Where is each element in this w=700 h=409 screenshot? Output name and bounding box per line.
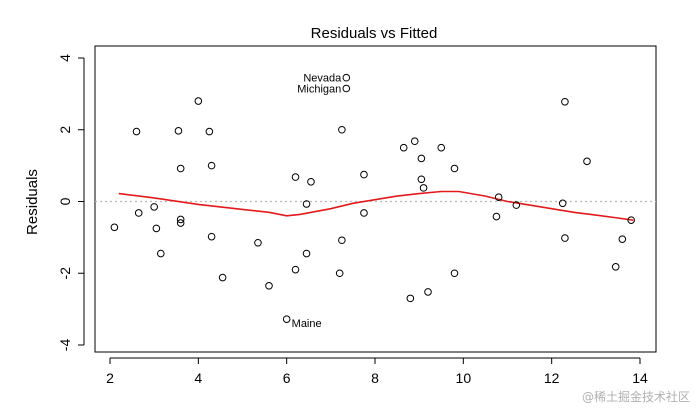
x-tick-label: 10 bbox=[456, 370, 472, 386]
smooth-line bbox=[118, 190, 634, 221]
data-point bbox=[291, 265, 300, 274]
data-point bbox=[450, 269, 459, 278]
data-point bbox=[424, 288, 432, 296]
data-point bbox=[174, 127, 183, 135]
points-group bbox=[110, 73, 635, 323]
data-point bbox=[335, 269, 344, 278]
data-point bbox=[512, 201, 521, 209]
data-point bbox=[417, 175, 426, 184]
data-point bbox=[176, 219, 185, 227]
data-point bbox=[450, 164, 459, 173]
data-point bbox=[338, 236, 346, 245]
smooth-line-group bbox=[118, 190, 634, 221]
y-tick-label: 4 bbox=[57, 54, 73, 62]
y-tick-label: -2 bbox=[57, 267, 73, 280]
data-point bbox=[338, 125, 346, 134]
data-point bbox=[176, 164, 185, 173]
data-point bbox=[302, 249, 311, 258]
data-point bbox=[492, 212, 501, 221]
data-point bbox=[561, 234, 569, 242]
x-tick-label: 8 bbox=[371, 370, 379, 386]
data-point bbox=[406, 294, 415, 303]
data-point bbox=[134, 209, 143, 217]
data-point bbox=[437, 143, 446, 152]
y-tick-label: 2 bbox=[57, 126, 73, 134]
data-point bbox=[561, 97, 569, 106]
data-point bbox=[618, 235, 627, 243]
y-axis-label: Residuals bbox=[24, 169, 41, 235]
data-point bbox=[110, 223, 119, 232]
point-label: Maine bbox=[292, 318, 322, 330]
data-point bbox=[494, 193, 503, 201]
x-tick-label: 14 bbox=[632, 370, 648, 386]
data-point bbox=[194, 97, 203, 105]
data-point bbox=[360, 209, 368, 217]
data-point bbox=[302, 200, 311, 208]
x-tick-label: 12 bbox=[544, 370, 560, 386]
plot-frame bbox=[94, 45, 657, 353]
data-point bbox=[205, 127, 214, 136]
y-tick-label: 0 bbox=[57, 197, 73, 205]
watermark: @稀土掘金技术社区 bbox=[581, 390, 690, 404]
data-point bbox=[583, 157, 591, 166]
data-point bbox=[218, 273, 227, 282]
data-point bbox=[627, 216, 635, 224]
data-point bbox=[265, 282, 273, 290]
data-point bbox=[342, 84, 351, 93]
data-point bbox=[207, 232, 216, 241]
data-point bbox=[399, 143, 408, 152]
data-point bbox=[282, 315, 291, 323]
x-axis: 2 4 6 8 10 12 14 bbox=[106, 357, 648, 386]
data-point bbox=[207, 161, 216, 170]
x-tick-label: 4 bbox=[194, 370, 202, 386]
point-label: Nevada bbox=[303, 73, 342, 85]
x-tick-label: 2 bbox=[106, 370, 114, 386]
data-point bbox=[342, 73, 351, 82]
point-label: Michigan bbox=[297, 83, 341, 95]
data-point bbox=[410, 137, 419, 146]
data-point bbox=[132, 127, 141, 136]
data-point bbox=[156, 249, 165, 258]
data-point bbox=[307, 177, 315, 186]
data-point bbox=[360, 170, 368, 179]
data-point bbox=[291, 173, 300, 181]
data-point bbox=[558, 199, 567, 208]
data-point bbox=[417, 154, 426, 163]
chart-title: Residuals vs Fitted bbox=[311, 25, 438, 42]
data-point bbox=[150, 203, 158, 211]
data-point bbox=[611, 262, 620, 271]
y-axis: -4 -2 0 2 4 bbox=[57, 54, 85, 352]
y-tick-label: -4 bbox=[57, 339, 73, 352]
data-point bbox=[176, 215, 185, 224]
data-point bbox=[254, 238, 262, 247]
data-point bbox=[152, 224, 161, 233]
x-tick-label: 6 bbox=[283, 370, 291, 386]
data-point bbox=[419, 184, 428, 192]
